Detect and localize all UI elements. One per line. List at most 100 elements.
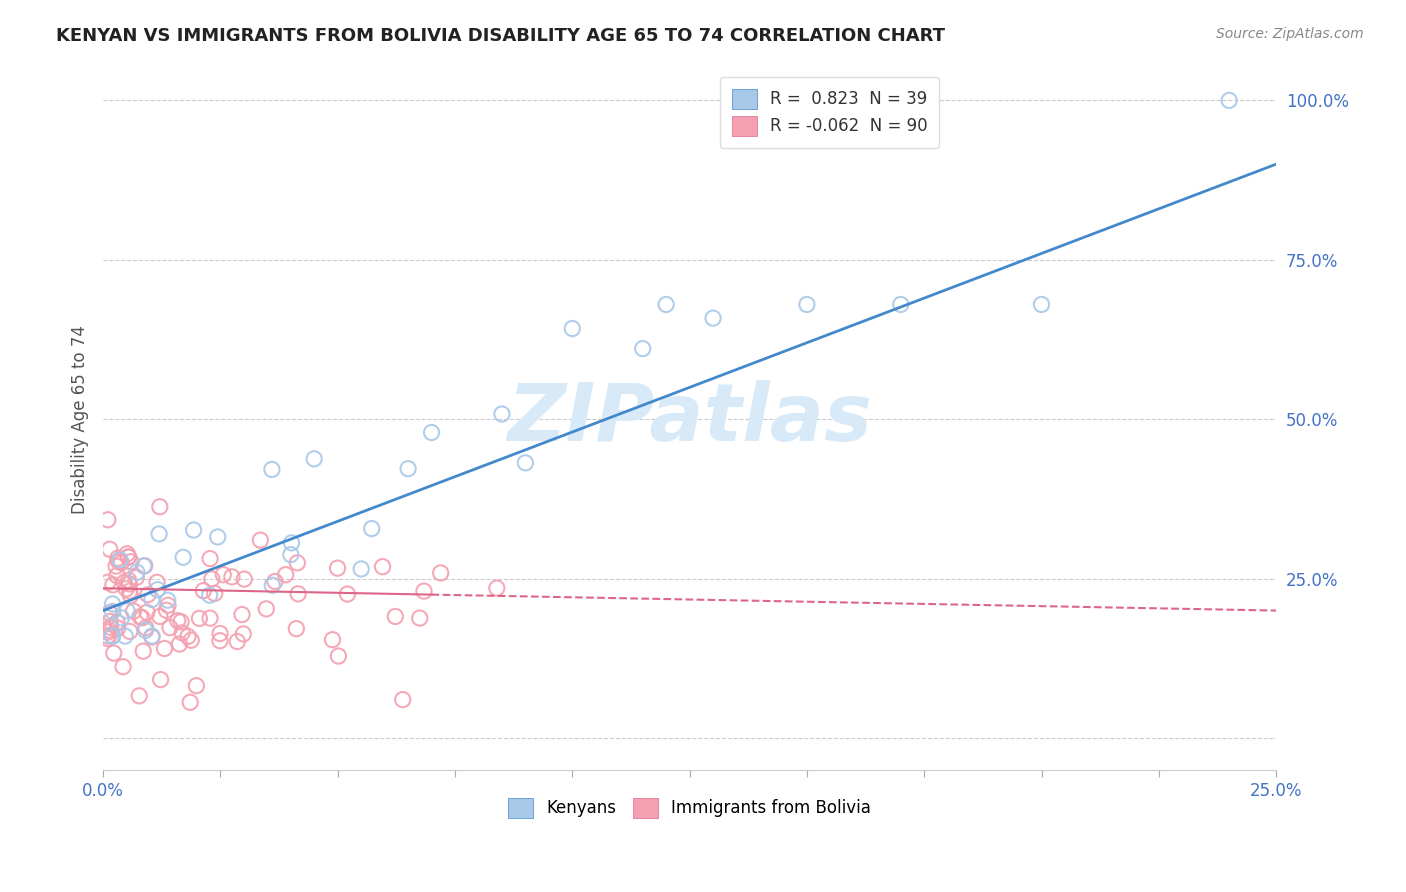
Point	[326, 561, 349, 575]
Point	[287, 587, 309, 601]
Point	[135, 605, 157, 619]
Point	[131, 611, 153, 625]
Point	[287, 556, 309, 570]
Point	[118, 577, 141, 591]
Point	[631, 342, 654, 356]
Point	[107, 554, 129, 568]
Point	[302, 451, 325, 466]
Point	[125, 566, 148, 580]
Point	[115, 547, 138, 561]
Point	[249, 533, 271, 548]
Point	[118, 624, 141, 639]
Point	[655, 297, 678, 311]
Point	[107, 621, 129, 635]
Point	[135, 621, 157, 635]
Point	[264, 574, 287, 589]
Point	[208, 633, 231, 648]
Point	[515, 456, 537, 470]
Point	[193, 583, 215, 598]
Point	[120, 589, 142, 603]
Point	[198, 588, 221, 602]
Point	[391, 692, 413, 706]
Point	[101, 605, 124, 619]
Point	[141, 630, 163, 644]
Point	[166, 614, 188, 628]
Point	[226, 634, 249, 648]
Point	[155, 603, 177, 617]
Point	[336, 587, 359, 601]
Point	[105, 559, 128, 574]
Point	[100, 620, 122, 634]
Point	[413, 584, 436, 599]
Point	[201, 572, 224, 586]
Point	[117, 549, 139, 564]
Point	[103, 646, 125, 660]
Text: Source: ZipAtlas.com: Source: ZipAtlas.com	[1216, 27, 1364, 41]
Point	[115, 582, 138, 596]
Y-axis label: Disability Age 65 to 74: Disability Age 65 to 74	[72, 325, 89, 514]
Point	[156, 593, 179, 607]
Point	[180, 633, 202, 648]
Point	[98, 542, 121, 557]
Point	[149, 609, 172, 624]
Point	[146, 582, 169, 597]
Point	[129, 609, 152, 624]
Point	[97, 575, 120, 590]
Point	[207, 530, 229, 544]
Point	[97, 629, 120, 643]
Point	[117, 573, 139, 587]
Point	[146, 575, 169, 590]
Point	[105, 615, 128, 630]
Point	[108, 553, 131, 567]
Point	[170, 615, 193, 629]
Text: ZIPatlas: ZIPatlas	[508, 380, 872, 458]
Point	[198, 551, 221, 566]
Point	[350, 562, 373, 576]
Point	[107, 551, 129, 566]
Point	[110, 611, 132, 625]
Point	[136, 588, 159, 602]
Point	[114, 629, 136, 643]
Point	[561, 321, 583, 335]
Point	[1218, 94, 1240, 108]
Point	[186, 679, 208, 693]
Point	[134, 624, 156, 638]
Point	[115, 604, 138, 618]
Point	[120, 555, 142, 569]
Point	[169, 637, 191, 651]
Point	[110, 556, 132, 570]
Point	[122, 604, 145, 618]
Point	[97, 513, 120, 527]
Point	[208, 626, 231, 640]
Point	[420, 425, 443, 440]
Point	[172, 625, 194, 640]
Point	[491, 407, 513, 421]
Point	[231, 607, 253, 622]
Point	[111, 659, 134, 673]
Point	[101, 629, 124, 643]
Point	[125, 570, 148, 584]
Point	[285, 622, 308, 636]
Point	[485, 581, 508, 595]
Point	[232, 627, 254, 641]
Point	[429, 566, 451, 580]
Legend: Kenyans, Immigrants from Bolivia: Kenyans, Immigrants from Bolivia	[502, 791, 877, 825]
Point	[702, 311, 724, 326]
Point	[321, 632, 343, 647]
Point	[280, 548, 302, 562]
Point	[328, 648, 350, 663]
Point	[1031, 297, 1053, 311]
Point	[101, 578, 124, 592]
Point	[796, 297, 818, 311]
Point	[890, 297, 912, 311]
Point	[98, 606, 121, 620]
Point	[132, 558, 155, 573]
Point	[97, 632, 120, 646]
Point	[132, 644, 155, 658]
Point	[149, 500, 172, 514]
Point	[97, 623, 120, 637]
Text: KENYAN VS IMMIGRANTS FROM BOLIVIA DISABILITY AGE 65 TO 74 CORRELATION CHART: KENYAN VS IMMIGRANTS FROM BOLIVIA DISABI…	[56, 27, 945, 45]
Point	[212, 567, 235, 582]
Point	[141, 592, 163, 607]
Point	[105, 568, 128, 582]
